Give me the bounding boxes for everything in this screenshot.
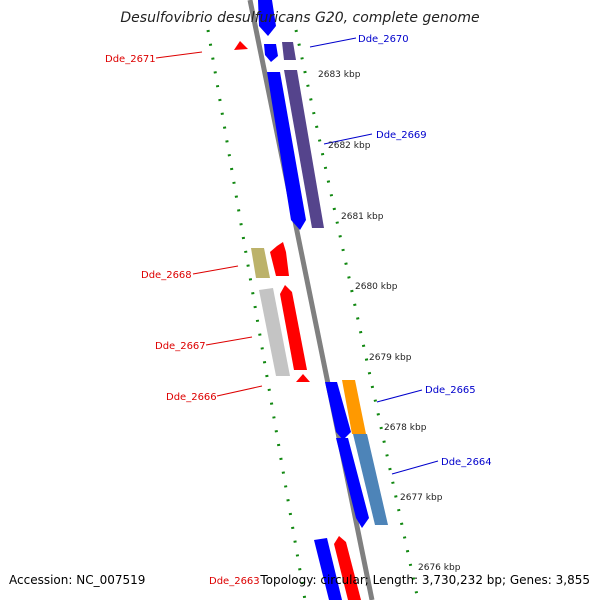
gene-dde-2663-arrow[interactable] bbox=[314, 538, 342, 600]
label-leaders bbox=[155, 37, 439, 475]
ruler-label: 2681 kbp bbox=[341, 212, 384, 222]
gene-label-dde-2663[interactable]: Dde_2663 bbox=[209, 576, 260, 587]
leader-dde-2666 bbox=[216, 385, 263, 397]
gene-dde-2665b-arrow[interactable] bbox=[342, 380, 366, 434]
gene-dde-2670-arrow[interactable] bbox=[264, 44, 278, 62]
gene-dde-2664b-arrow[interactable] bbox=[353, 434, 388, 525]
ruler-label: 2679 kbp bbox=[369, 353, 412, 363]
gene-label-dde-2665[interactable]: Dde_2665 bbox=[425, 385, 476, 396]
leader-dde-2671 bbox=[155, 51, 203, 59]
gene-dde-2670b-arrow[interactable] bbox=[282, 42, 296, 60]
gene-label-dde-2669[interactable]: Dde_2669 bbox=[376, 130, 427, 141]
ruler-labels: 2683 kbp 2682 kbp 2681 kbp 2680 kbp 2679… bbox=[318, 70, 461, 573]
gene-labels: Dde_2671 Dde_2670 Dde_2669 Dde_2668 Dde_… bbox=[105, 34, 492, 587]
gene-dde-2667-grey-arrow[interactable] bbox=[259, 288, 290, 376]
gene-label-dde-2670[interactable]: Dde_2670 bbox=[358, 34, 409, 45]
gene-label-dde-2664[interactable]: Dde_2664 bbox=[441, 457, 492, 468]
ruler-label: 2676 kbp bbox=[418, 563, 461, 573]
leader-dde-2667 bbox=[205, 336, 253, 346]
gene-dde-2671-arrow[interactable] bbox=[234, 41, 248, 50]
gene-label-dde-2667[interactable]: Dde_2667 bbox=[155, 341, 206, 352]
leader-dde-2665 bbox=[376, 389, 423, 403]
ruler-label: 2678 kbp bbox=[384, 423, 427, 433]
gene-dde-2668b-arrow[interactable] bbox=[270, 242, 289, 276]
accession-text: Accession: NC_007519 bbox=[9, 573, 146, 587]
leader-dde-2668 bbox=[192, 265, 239, 275]
leader-dde-2669 bbox=[323, 133, 373, 145]
gene-top-partial-arrow[interactable] bbox=[258, 0, 276, 36]
ruler-label: 2680 kbp bbox=[355, 282, 398, 292]
map-title: Desulfovibrio desulfuricans G20, complet… bbox=[120, 10, 480, 26]
gene-dde-2667-arrow[interactable] bbox=[280, 285, 307, 370]
gene-dde-2663b-arrow[interactable] bbox=[334, 536, 361, 600]
gene-label-dde-2668[interactable]: Dde_2668 bbox=[141, 270, 192, 281]
gene-dde-2664-arrow[interactable] bbox=[336, 438, 369, 528]
genome-summary-text: Topology: circular; Length: 3,730,232 bp… bbox=[260, 573, 590, 587]
ruler-label: 2682 kbp bbox=[328, 141, 371, 151]
gene-label-dde-2671[interactable]: Dde_2671 bbox=[105, 54, 156, 65]
gene-dde-2669b-arrow[interactable] bbox=[284, 70, 324, 228]
leader-dde-2670 bbox=[309, 37, 357, 48]
ruler-label: 2683 kbp bbox=[318, 70, 361, 80]
gene-dde-2666-arrow[interactable] bbox=[296, 374, 310, 382]
gene-arrows bbox=[234, 0, 388, 600]
gene-dde-2669-arrow[interactable] bbox=[267, 72, 306, 230]
leader-dde-2664 bbox=[391, 460, 439, 475]
gene-label-dde-2666[interactable]: Dde_2666 bbox=[166, 392, 217, 403]
ruler-label: 2677 kbp bbox=[400, 493, 443, 503]
gene-dde-2668-arrow[interactable] bbox=[251, 248, 270, 278]
gene-dde-2665-arrow[interactable] bbox=[325, 382, 351, 440]
